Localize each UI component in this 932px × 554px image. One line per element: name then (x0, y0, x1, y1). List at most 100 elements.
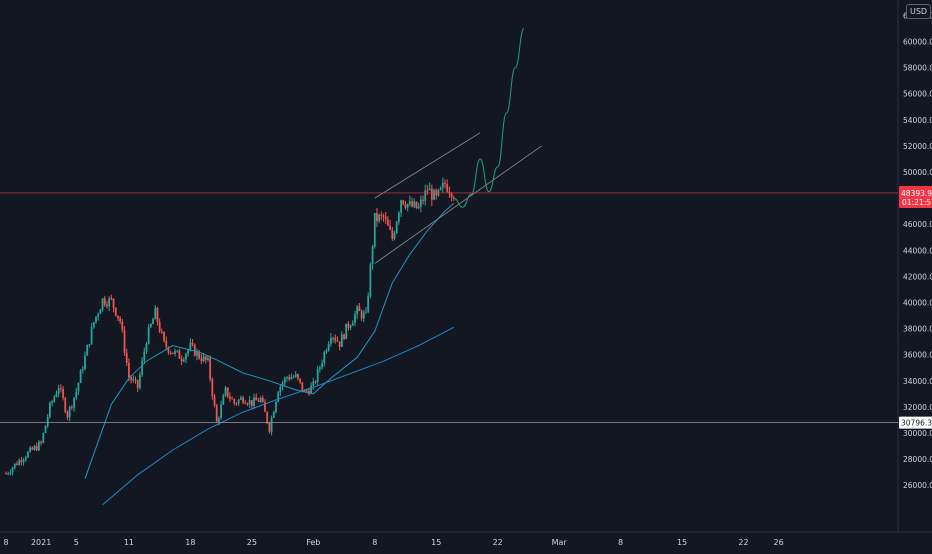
candle-body (73, 397, 75, 408)
x-tick-label: 8 (372, 538, 377, 547)
support-price-badge (899, 416, 932, 429)
current-price-label: 48393.97 (901, 189, 932, 198)
candle-body (59, 388, 62, 390)
candle-body (211, 379, 214, 397)
candle-body (51, 401, 53, 403)
candle-body (220, 404, 223, 418)
candle-body (134, 379, 137, 381)
candle-body (53, 396, 56, 402)
candle-body (329, 337, 332, 344)
candle-body (419, 199, 422, 207)
candle-body (268, 422, 271, 432)
candle-body (266, 411, 269, 423)
candle-body (180, 358, 183, 362)
candle-body (398, 212, 400, 222)
candle-body (323, 352, 326, 364)
candle-body (158, 322, 161, 332)
y-tick-label: 38000.00 (903, 325, 932, 334)
x-tick-label: Feb (306, 538, 320, 547)
candle-body (132, 379, 135, 381)
x-tick-label: Mar (552, 538, 568, 547)
candle-body (209, 357, 212, 380)
candle-body (40, 441, 43, 443)
candle-body (279, 386, 282, 393)
candle-body (77, 383, 80, 392)
x-tick-label: 15 (677, 538, 687, 547)
candle-body (356, 306, 359, 315)
x-tick-label: 8 (3, 538, 8, 547)
candle-body (417, 206, 420, 209)
candle-body (75, 391, 78, 398)
candle-body (22, 459, 25, 463)
countdown-label: 01:21:57 (902, 198, 932, 207)
candle-body (160, 331, 163, 333)
candle-body (294, 374, 297, 377)
candle-body (362, 312, 365, 319)
candle-body (11, 467, 14, 473)
y-tick-label: 52000.00 (903, 142, 932, 151)
candle-body (424, 190, 427, 201)
candle-body (171, 352, 174, 354)
candle-body (426, 190, 429, 192)
candle-body (290, 377, 293, 380)
candle-body (9, 472, 12, 474)
candle-body (360, 311, 363, 319)
candle-body (340, 334, 343, 347)
candle-body (343, 334, 345, 340)
candle-body (222, 395, 225, 405)
candle-body (198, 351, 201, 359)
candle-body (154, 307, 157, 320)
currency-badge[interactable]: USD (906, 4, 932, 19)
support-price-label: 30796.34 (901, 419, 932, 428)
candle-body (49, 402, 51, 417)
candle-body (422, 199, 424, 201)
candle-body (174, 350, 176, 354)
candle-body (261, 397, 264, 403)
candle-body (55, 393, 58, 397)
candle-body (246, 403, 249, 405)
candle-body (101, 298, 104, 310)
candle-body (345, 323, 348, 340)
candle-body (57, 388, 60, 394)
y-tick-label: 30000.00 (903, 429, 932, 438)
candle-body (5, 473, 7, 475)
candle-body (312, 381, 315, 386)
candle-body (200, 358, 203, 362)
candle-body (239, 397, 242, 400)
candle-body (121, 321, 124, 331)
candle-body (215, 405, 218, 422)
candle-body (35, 446, 38, 451)
moving-average-fast (84, 202, 455, 479)
candle-body (97, 314, 100, 317)
candle-body (292, 376, 295, 378)
candle-body (380, 214, 383, 216)
candle-body (149, 324, 152, 328)
x-tick-label: 26 (774, 538, 784, 547)
candle-body (18, 460, 21, 465)
candle-body (224, 387, 227, 396)
candle-body (318, 367, 321, 369)
x-tick-label: 22 (738, 538, 748, 547)
candle-body (169, 352, 172, 354)
candle-body (114, 307, 117, 316)
candle-body (378, 214, 381, 222)
candle-body (7, 473, 10, 475)
candle-body (79, 370, 82, 384)
candle-body (81, 369, 84, 371)
candle-body (147, 327, 150, 344)
candle-body (193, 344, 196, 356)
candle-body (347, 323, 350, 328)
candle-body (196, 351, 198, 356)
candle-body (283, 378, 286, 384)
candle-body (248, 400, 251, 405)
candle-body (218, 417, 220, 422)
candle-body (297, 374, 299, 379)
candle-body (112, 298, 115, 308)
candle-body (430, 188, 433, 200)
candle-body (88, 344, 91, 346)
candle-body (108, 298, 111, 307)
candle-body (332, 337, 334, 339)
candle-body (441, 182, 444, 188)
